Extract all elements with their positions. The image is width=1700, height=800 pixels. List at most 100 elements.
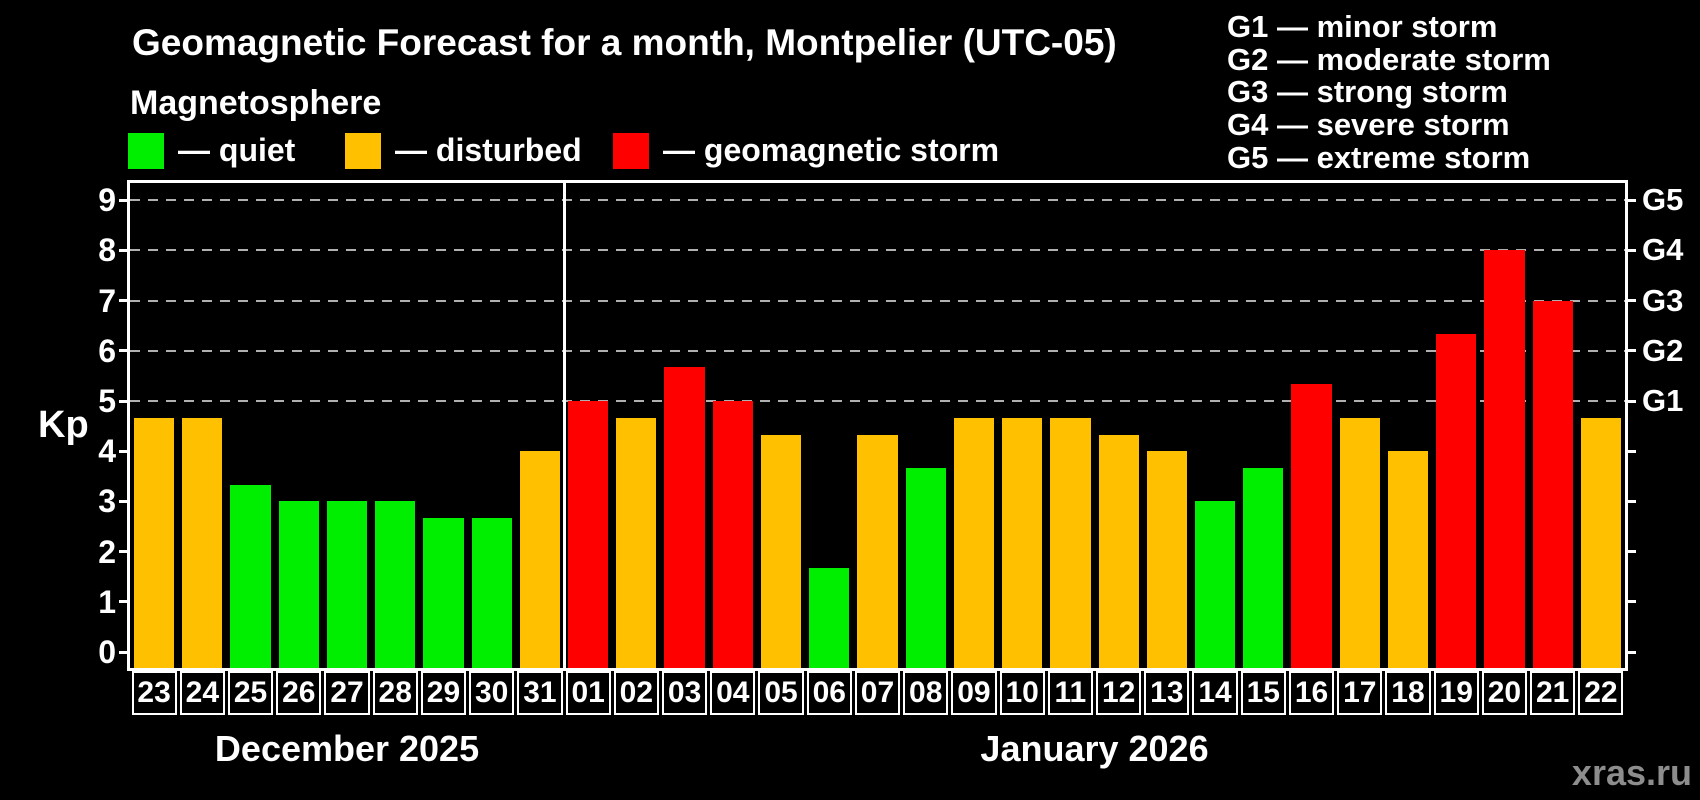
day-label-09: 09: [951, 671, 997, 715]
y-tick-label-7: 7: [98, 282, 116, 319]
y-tick-label-6: 6: [98, 332, 116, 369]
y-tick-label-8: 8: [98, 232, 116, 269]
kp-bar-day-09: [953, 417, 995, 668]
y-tick-label-9: 9: [98, 182, 116, 219]
plot-area: [130, 183, 1625, 668]
day-label-19: 19: [1433, 671, 1479, 715]
day-label-23: 23: [131, 671, 177, 715]
g-legend-line-g3: G3 — strong storm: [1227, 74, 1508, 110]
month-label-0: December 2025: [214, 728, 480, 769]
kp-bar-day-16: [1291, 384, 1332, 668]
day-label-04: 04: [710, 671, 756, 715]
right-tick-kp0: [1625, 650, 1636, 654]
day-label-20: 20: [1481, 671, 1528, 715]
legend-label-quiet: — quiet: [178, 132, 296, 168]
kp-bar-day-11: [1050, 417, 1091, 668]
kp-bar-day-06: [809, 568, 850, 668]
day-label-15: 15: [1240, 671, 1286, 715]
g-legend-line-g5: G5 — extreme storm: [1227, 139, 1531, 175]
kp-bar-day-18: [1387, 451, 1429, 668]
kp-bar-day-23: [134, 417, 175, 668]
day-label-01: 01: [565, 671, 611, 715]
g-legend-line-g4: G4 — severe storm: [1227, 107, 1510, 143]
month-separator: [562, 183, 566, 668]
plot-frame: [127, 180, 1628, 671]
kp-bar-day-01: [568, 401, 609, 668]
day-label-26: 26: [276, 671, 322, 715]
left-tick-kp7: [119, 299, 130, 303]
left-tick-kp2: [119, 550, 130, 554]
y-tick-label-1: 1: [98, 583, 116, 620]
g-legend-line-g1: G1 — minor storm: [1227, 9, 1498, 44]
legend-label-disturbed: — disturbed: [395, 132, 582, 168]
left-tick-kp6: [119, 349, 130, 353]
kp-bar-day-03: [664, 367, 705, 668]
quiet-color-swatch: [128, 132, 164, 169]
kp-bar-day-04: [712, 401, 753, 668]
left-tick-kp5: [119, 399, 130, 403]
y-axis-title: Kp: [38, 404, 89, 446]
day-label-16: 16: [1288, 671, 1335, 715]
day-label-30: 30: [469, 671, 515, 715]
kp-bar-day-10: [1002, 417, 1043, 668]
right-tick-kp6: [1625, 349, 1636, 353]
day-label-14: 14: [1192, 671, 1238, 715]
kp-bar-day-07: [857, 434, 898, 668]
kp-bar-day-28: [375, 501, 416, 668]
kp-bar-day-05: [760, 434, 802, 668]
day-label-27: 27: [324, 671, 370, 715]
day-label-31: 31: [517, 671, 563, 715]
right-tick-kp1: [1625, 600, 1636, 604]
day-label-29: 29: [420, 671, 467, 715]
kp-bar-day-08: [905, 467, 946, 668]
kp-bar-day-30: [471, 517, 512, 668]
page-title: Geomagnetic Forecast for a month, Montpe…: [132, 22, 1117, 63]
right-axis-label-g2: G2: [1642, 332, 1684, 368]
day-label-18: 18: [1385, 671, 1431, 715]
y-tick-label-2: 2: [98, 533, 116, 570]
day-label-17: 17: [1337, 671, 1383, 715]
kp-bar-day-21: [1532, 300, 1573, 668]
day-label-12: 12: [1096, 671, 1142, 715]
day-label-28: 28: [372, 671, 418, 715]
day-label-08: 08: [903, 671, 949, 715]
day-label-10: 10: [999, 671, 1045, 715]
kp-bar-day-24: [182, 417, 223, 668]
gridline-kp7: [130, 299, 1625, 302]
kp-bar-day-17: [1339, 417, 1380, 668]
y-tick-label-3: 3: [98, 483, 116, 520]
day-label-25: 25: [227, 671, 274, 715]
right-tick-kp8: [1625, 248, 1636, 252]
day-label-11: 11: [1047, 671, 1093, 715]
watermark: xras.ru: [1571, 752, 1692, 793]
kp-bar-day-02: [616, 417, 657, 668]
kp-bar-day-19: [1436, 334, 1477, 668]
kp-bar-day-29: [423, 517, 464, 668]
day-label-21: 21: [1530, 671, 1576, 715]
left-tick-kp1: [119, 600, 130, 604]
legend-label-storm: — geomagnetic storm: [663, 132, 1000, 168]
right-tick-kp9: [1625, 198, 1636, 202]
gridline-kp5: [130, 400, 1625, 402]
left-tick-kp3: [119, 499, 130, 503]
gridline-kp6: [130, 349, 1625, 352]
kp-bar-day-13: [1146, 451, 1187, 668]
y-tick-label-0: 0: [98, 634, 116, 670]
disturbed-color-swatch: [345, 132, 381, 169]
storm-color-swatch: [613, 132, 649, 169]
kp-bar-day-31: [519, 451, 561, 668]
kp-bar-day-15: [1243, 467, 1284, 668]
left-tick-kp4: [119, 449, 130, 453]
right-tick-kp2: [1625, 550, 1636, 554]
left-tick-kp9: [119, 198, 130, 202]
right-tick-kp4: [1625, 449, 1636, 453]
kp-bar-day-20: [1484, 250, 1525, 668]
right-axis-label-g3: G3: [1642, 282, 1684, 318]
legend-item-quiet: — quiet: [128, 132, 295, 169]
legend-item-storm: — geomagnetic storm: [613, 132, 999, 169]
month-label-1: January 2026: [980, 728, 1209, 769]
y-tick-label-5: 5: [98, 383, 116, 419]
day-label-24: 24: [179, 671, 225, 715]
kp-bar-day-27: [326, 501, 368, 668]
gridline-kp9: [130, 199, 1625, 202]
